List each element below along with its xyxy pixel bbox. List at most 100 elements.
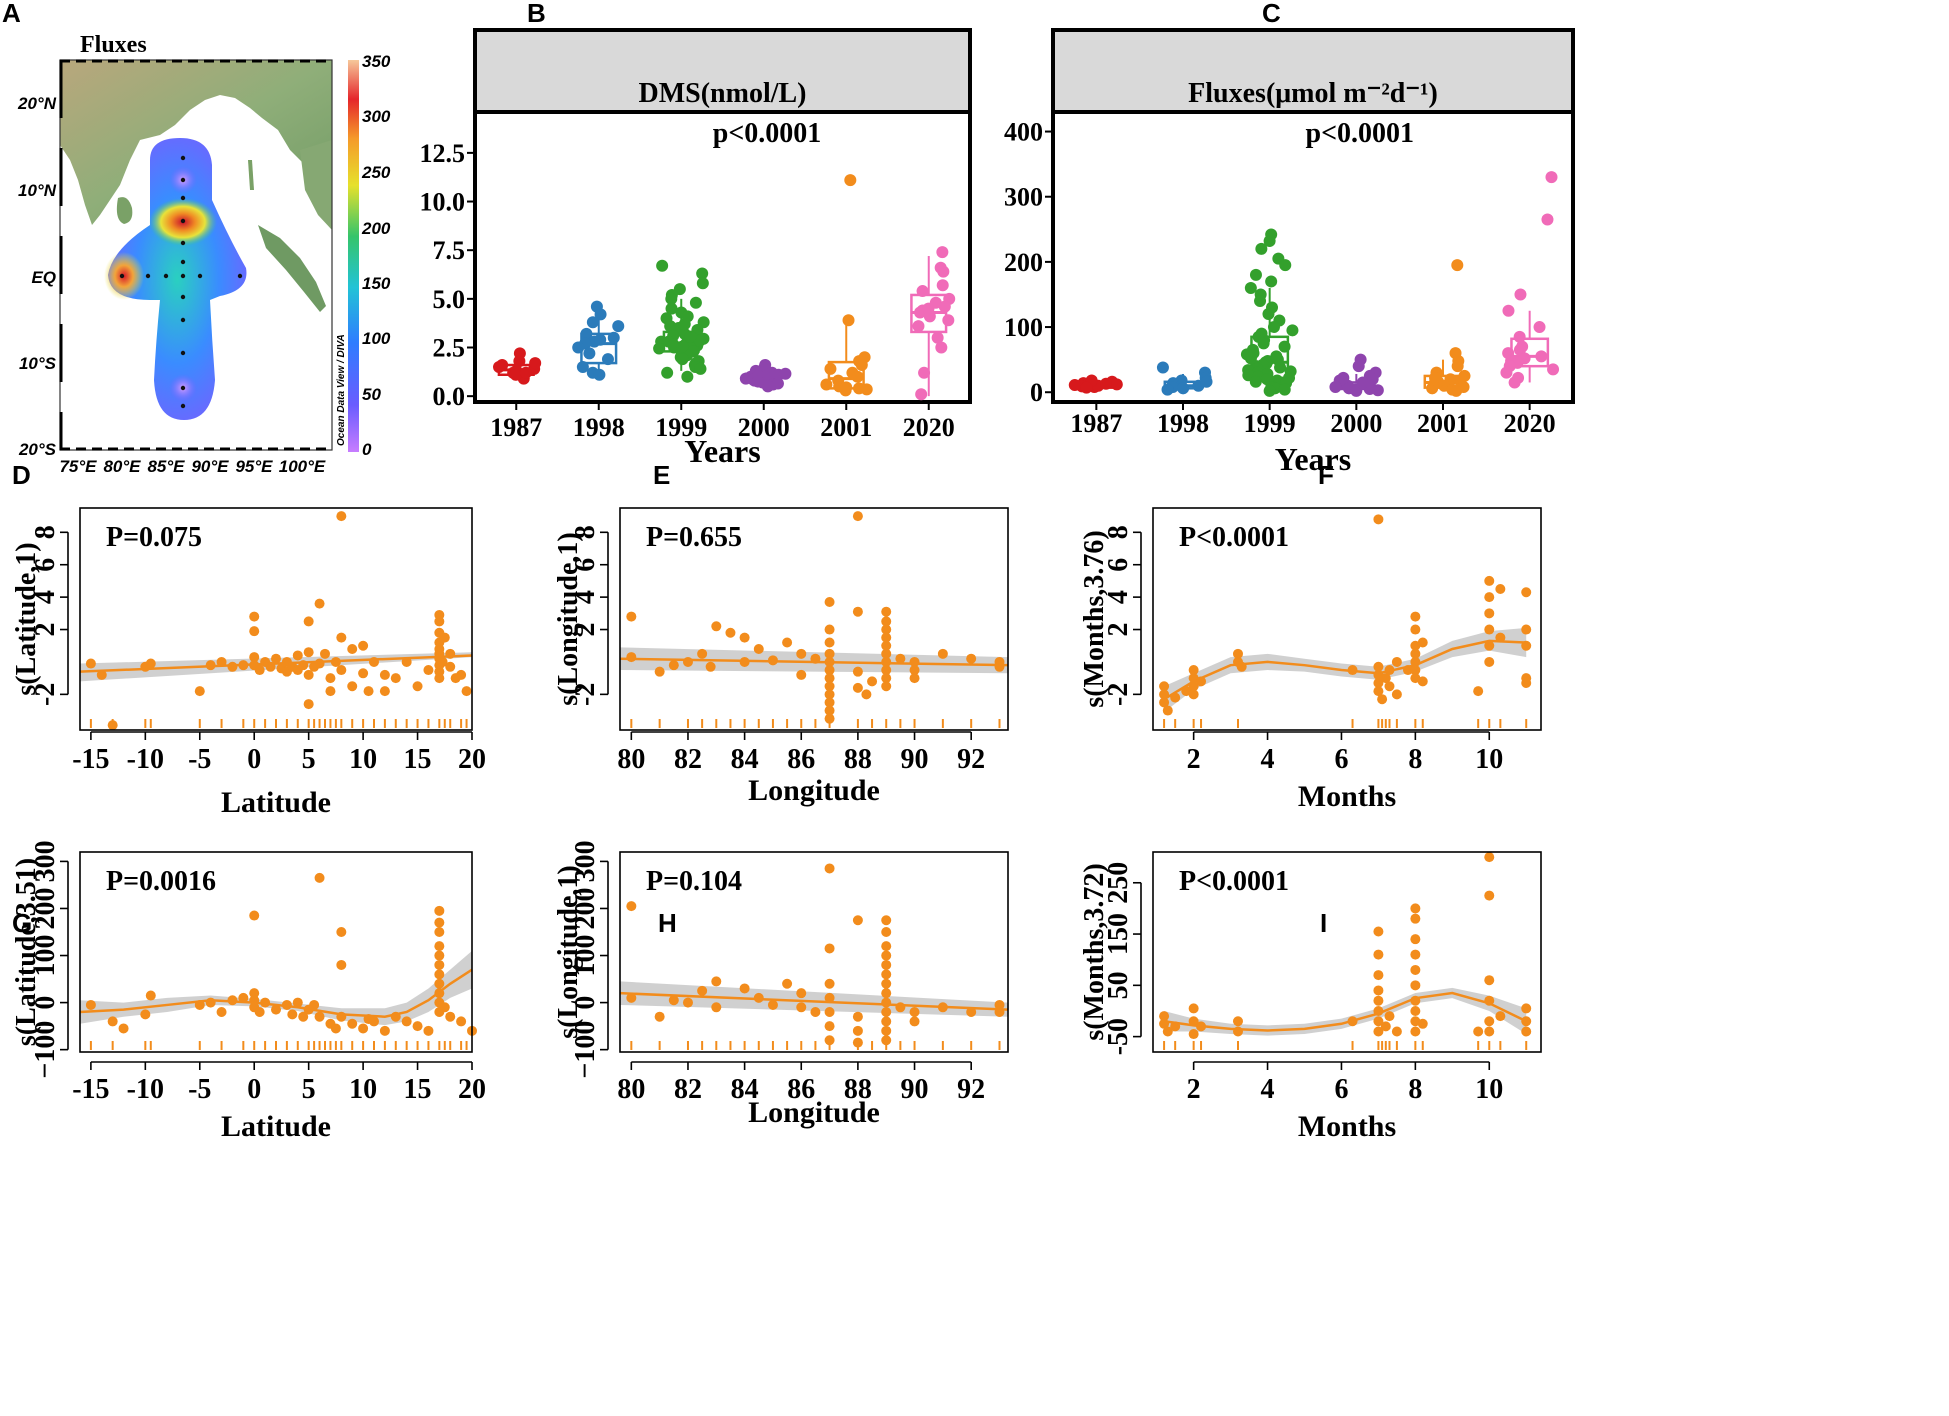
- data-point: [653, 342, 666, 355]
- data-point: [881, 1035, 892, 1046]
- data-point: [824, 673, 835, 684]
- data-point: [761, 380, 774, 393]
- panel-label-e: E: [653, 460, 670, 490]
- x-tick-label: 2000: [738, 413, 790, 442]
- map-credit: Ocean Data View / DIVA: [336, 334, 347, 446]
- data-point: [855, 359, 868, 372]
- y-tick-label: 12.5: [420, 139, 466, 168]
- data-point: [140, 1009, 151, 1020]
- data-point: [580, 327, 593, 340]
- data-point: [572, 341, 585, 354]
- data-point: [303, 616, 314, 627]
- data-point: [1279, 259, 1292, 272]
- data-point: [1484, 608, 1495, 619]
- x-tick-label: 20: [458, 744, 486, 775]
- data-point: [626, 611, 637, 622]
- x-tick-label: 20: [458, 1074, 486, 1105]
- data-point: [1535, 350, 1548, 363]
- data-point: [881, 632, 892, 643]
- data-point: [1329, 381, 1342, 394]
- data-point: [1257, 337, 1270, 350]
- data-point: [994, 661, 1005, 672]
- x-tick-label: 84: [731, 744, 759, 775]
- data-point: [1410, 648, 1421, 659]
- data-point: [194, 999, 205, 1010]
- data-point: [1232, 1016, 1243, 1027]
- data-point: [654, 666, 665, 677]
- x-axis-title: Years: [684, 433, 760, 469]
- data-point: [358, 1023, 369, 1034]
- p-value-annotation: p<0.0001: [713, 118, 822, 149]
- data-point: [1484, 624, 1495, 635]
- data-point: [824, 362, 837, 375]
- data-point: [668, 660, 679, 671]
- data-point: [330, 1023, 341, 1034]
- y-tick-label: 100: [1004, 313, 1043, 342]
- data-point: [1384, 681, 1395, 692]
- data-point: [1514, 288, 1527, 301]
- data-point: [824, 656, 835, 667]
- data-point: [1541, 213, 1554, 226]
- data-point: [840, 381, 853, 394]
- data-point: [576, 360, 589, 373]
- data-point: [249, 626, 260, 637]
- y-tick-label: 2.5: [433, 334, 466, 363]
- data-point: [824, 713, 835, 724]
- data-point: [1473, 686, 1484, 697]
- colorbar-tick: 150: [362, 274, 391, 293]
- x-tick-label: 2: [1187, 744, 1201, 775]
- data-point: [881, 640, 892, 651]
- data-point: [1417, 1018, 1428, 1029]
- data-point: [437, 656, 448, 667]
- y-tick-label: −100: [30, 1021, 61, 1079]
- y-tick-label: -2: [30, 683, 61, 706]
- data-point: [249, 910, 260, 921]
- data-point: [434, 616, 445, 627]
- data-point: [1547, 363, 1560, 376]
- data-point: [1508, 376, 1521, 389]
- x-tick-label: 8: [1408, 1074, 1422, 1105]
- data-point: [445, 648, 456, 659]
- data-point: [434, 950, 445, 961]
- data-point: [779, 367, 792, 380]
- y-tick-label: -2: [1103, 683, 1134, 706]
- y-tick-label: 5.0: [433, 285, 466, 314]
- data-point: [881, 978, 892, 989]
- gam-fit-line: [1163, 639, 1527, 701]
- x-tick-label: 5: [302, 1074, 316, 1105]
- data-point: [739, 632, 750, 643]
- data-point: [320, 648, 330, 659]
- data-point: [493, 360, 506, 373]
- data-point: [1484, 1026, 1495, 1037]
- y-axis-title: s(Longitude,1): [553, 865, 584, 1038]
- data-point: [942, 314, 955, 327]
- lat-label: EQ: [31, 268, 56, 287]
- data-point: [936, 246, 949, 259]
- y-tick-label: 250: [1103, 862, 1134, 904]
- data-point: [881, 673, 892, 684]
- x-tick-label: 90: [901, 1074, 929, 1105]
- data-point: [1278, 340, 1291, 353]
- data-point: [682, 656, 693, 667]
- data-point: [309, 999, 320, 1010]
- data-point: [1473, 1026, 1484, 1037]
- data-point: [586, 316, 599, 329]
- data-point: [909, 1007, 920, 1017]
- data-point: [594, 333, 607, 346]
- panel-label-h: H: [658, 908, 677, 938]
- data-point: [1170, 1021, 1181, 1032]
- x-tick-label: 0: [247, 1074, 261, 1105]
- data-point: [1263, 384, 1276, 397]
- data-point: [249, 988, 260, 999]
- y-tick-label: −100: [570, 1021, 601, 1079]
- data-point: [881, 988, 892, 999]
- x-tick-label: 1999: [1244, 409, 1296, 438]
- data-point: [1373, 1026, 1384, 1037]
- data-point: [824, 665, 835, 676]
- data-point: [881, 656, 892, 667]
- data-point: [358, 668, 369, 679]
- data-point: [696, 267, 709, 280]
- x-axis-title: Months: [1298, 1110, 1396, 1143]
- data-point: [1255, 242, 1268, 255]
